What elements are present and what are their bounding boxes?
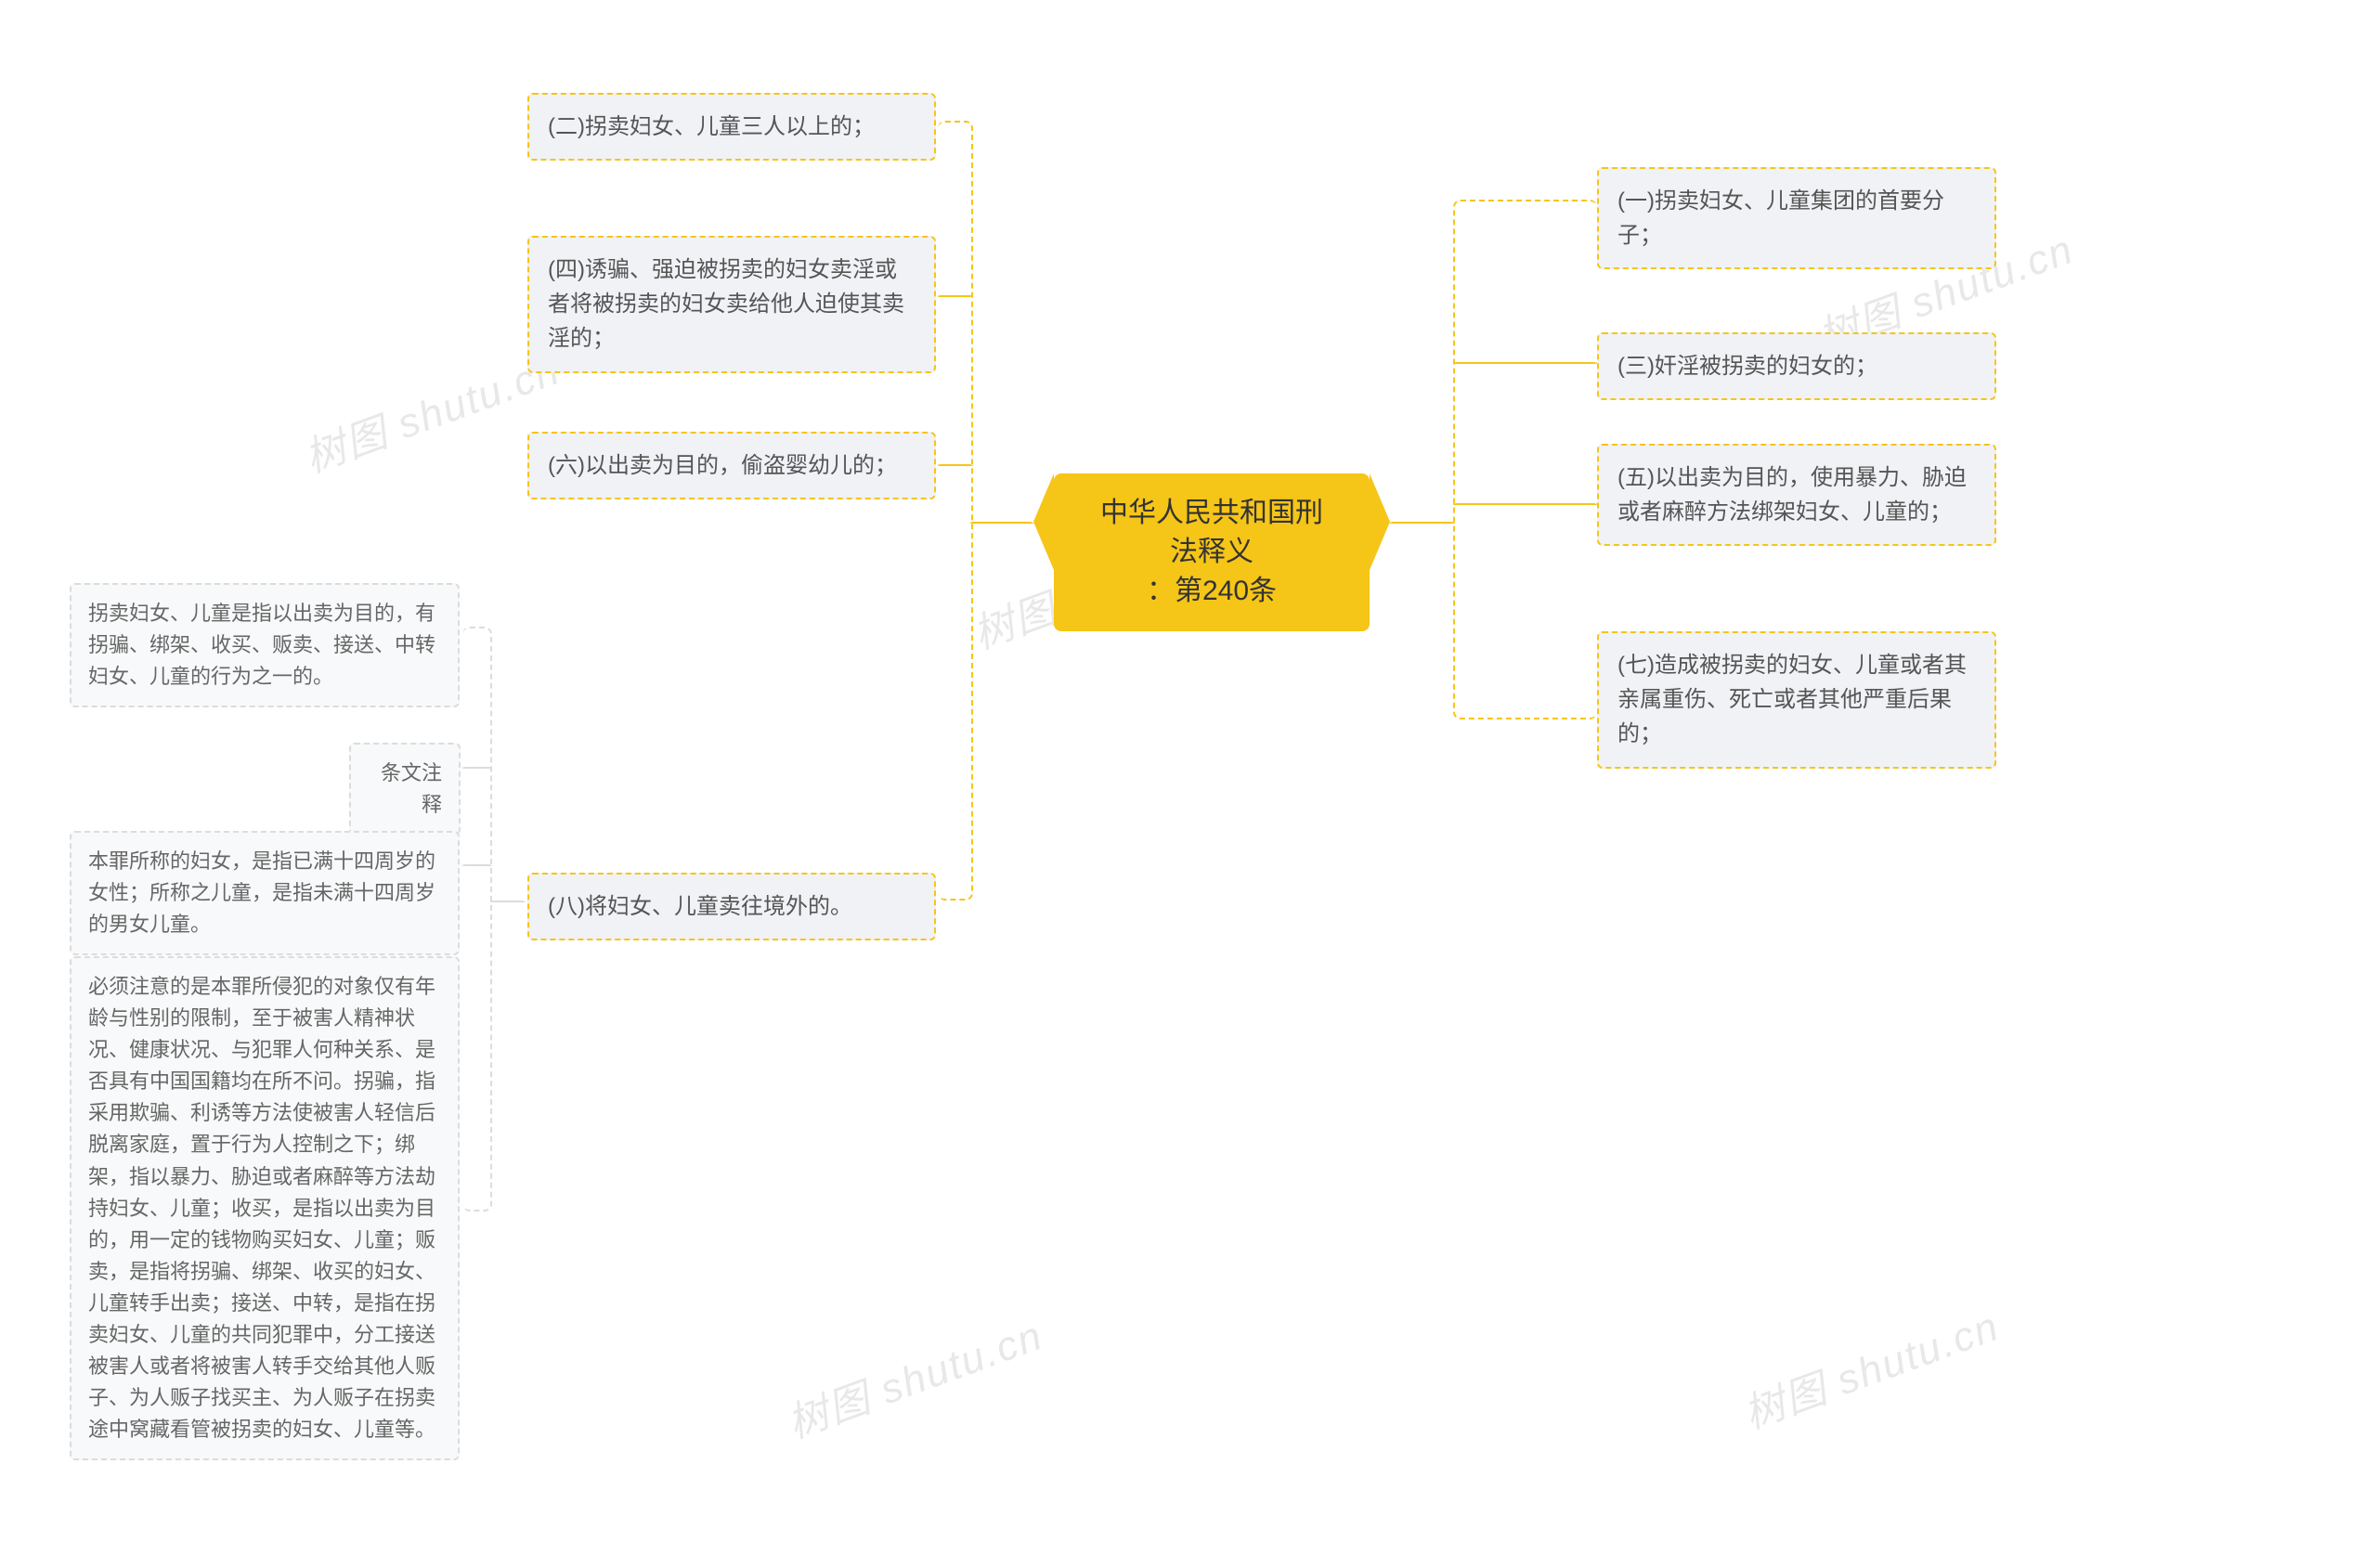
mindmap-node-right: (三)奸淫被拐卖的妇女的； — [1597, 332, 1996, 400]
node-label: (四)诱骗、强迫被拐卖的妇女卖淫或者将被拐卖的妇女卖给他人迫使其卖淫的； — [548, 257, 904, 351]
center-node: 中华人民共和国刑法释义 ：第240条 — [1054, 473, 1370, 631]
node-label: (二)拐卖妇女、儿童三人以上的； — [548, 114, 875, 139]
sub-node-label: 本罪所称的妇女，是指已满十四周岁的女性；所称之儿童，是指未满十四周岁的男女儿童。 — [88, 849, 435, 936]
node-label: (六)以出卖为目的，偷盗婴幼儿的； — [548, 453, 897, 478]
node-label: (一)拐卖妇女、儿童集团的首要分子； — [1617, 188, 1944, 248]
watermark: 树图 shutu.cn — [1734, 1293, 2007, 1441]
sub-node: 本罪所称的妇女，是指已满十四周岁的女性；所称之儿童，是指未满十四周岁的男女儿童。 — [70, 831, 460, 955]
connector — [1453, 362, 1597, 364]
sub-node-label: 必须注意的是本罪所侵犯的对象仅有年龄与性别的限制，至于被害人精神状况、健康状况、… — [88, 975, 435, 1441]
sub-connector — [490, 901, 526, 902]
watermark: 树图 shutu.cn — [778, 1302, 1050, 1450]
node-label: (三)奸淫被拐卖的妇女的； — [1617, 354, 1877, 379]
node-label: (八)将妇女、儿童卖往境外的。 — [548, 894, 852, 919]
mindmap-node-left: (二)拐卖妇女、儿童三人以上的； — [527, 93, 936, 161]
mindmap-node-right: (五)以出卖为目的，使用暴力、胁迫或者麻醉方法绑架妇女、儿童的； — [1597, 444, 1996, 546]
mindmap-node-right: (一)拐卖妇女、儿童集团的首要分子； — [1597, 167, 1996, 269]
sub-node-label: 拐卖妇女、儿童是指以出卖为目的，有拐骗、绑架、收买、贩卖、接送、中转妇女、儿童的… — [88, 602, 435, 688]
node-label: (五)以出卖为目的，使用暴力、胁迫或者麻醉方法绑架妇女、儿童的； — [1617, 465, 1967, 525]
mindmap-node-left-8: (八)将妇女、儿童卖往境外的。 — [527, 873, 936, 940]
sub-node-label: 条文注释 — [381, 761, 442, 816]
sub-node: 条文注释 — [349, 743, 461, 836]
sub-node: 必须注意的是本罪所侵犯的对象仅有年龄与性别的限制，至于被害人精神状况、健康状况、… — [70, 956, 460, 1460]
watermark: 树图 shutu.cn — [295, 337, 567, 485]
connector-right-bracket — [1453, 200, 1597, 719]
connector — [1390, 522, 1455, 524]
connector — [970, 522, 1033, 524]
mindmap-node-left: (六)以出卖为目的，偷盗婴幼儿的； — [527, 432, 936, 499]
connector — [1453, 503, 1597, 505]
mindmap-node-left: (四)诱骗、强迫被拐卖的妇女卖淫或者将被拐卖的妇女卖给他人迫使其卖淫的； — [527, 236, 936, 373]
node-label: (七)造成被拐卖的妇女、儿童或者其亲属重伤、死亡或者其他严重后果的； — [1617, 653, 1967, 746]
connector — [938, 295, 973, 297]
sub-connector — [462, 864, 492, 866]
sub-connector-bracket — [462, 627, 492, 1212]
connector — [938, 464, 973, 466]
mindmap-node-right: (七)造成被拐卖的妇女、儿童或者其亲属重伤、死亡或者其他严重后果的； — [1597, 631, 1996, 769]
connector-left-bracket — [938, 121, 973, 901]
center-title: 中华人民共和国刑法释义 ：第240条 — [1100, 498, 1323, 606]
sub-connector — [462, 767, 492, 769]
sub-node: 拐卖妇女、儿童是指以出卖为目的，有拐骗、绑架、收买、贩卖、接送、中转妇女、儿童的… — [70, 583, 460, 707]
